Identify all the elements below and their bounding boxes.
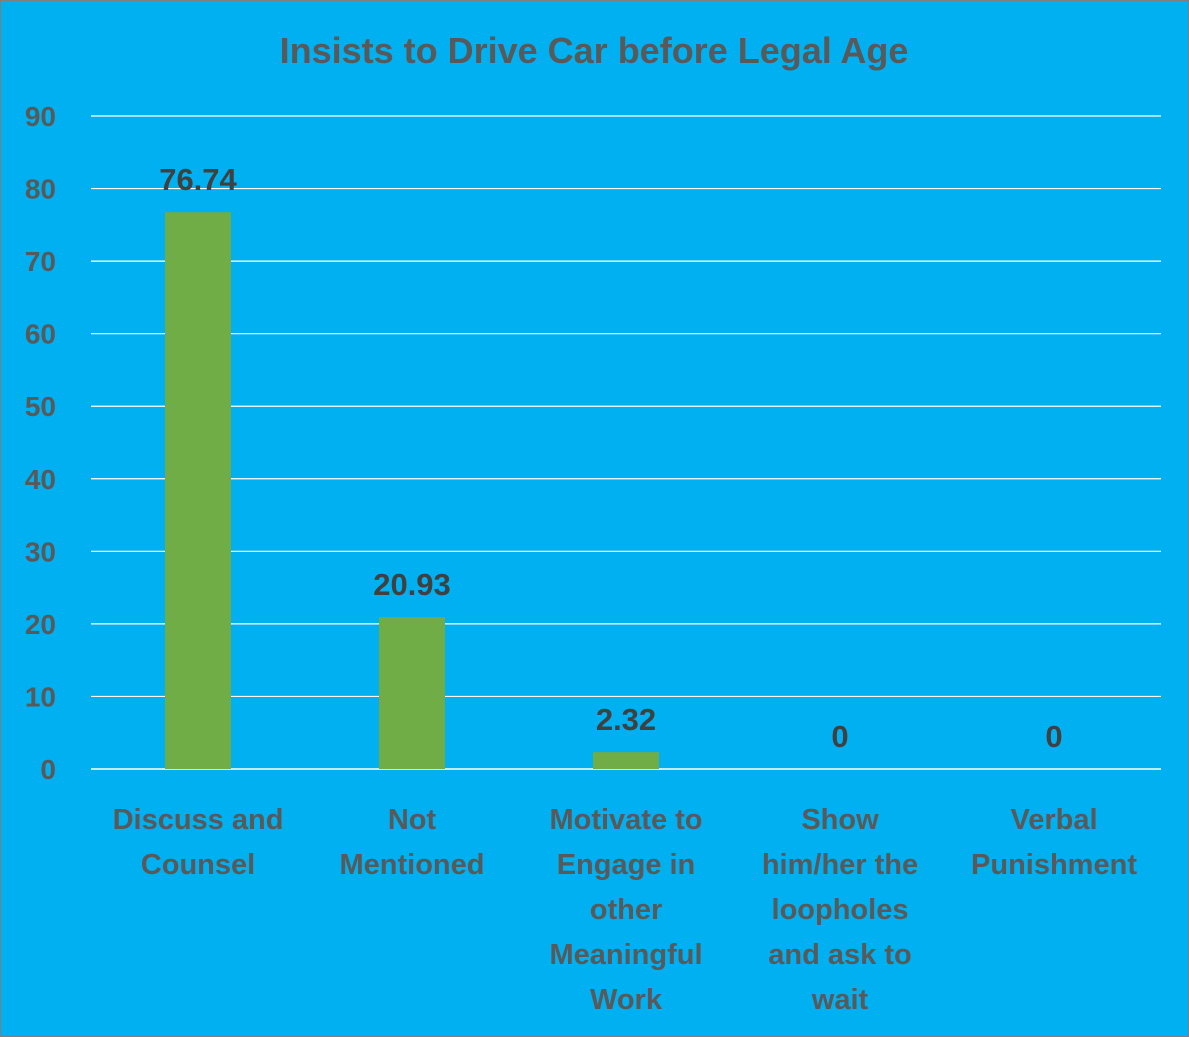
- y-tick-label: 0: [40, 754, 56, 785]
- x-tick-label-line: Verbal: [1010, 804, 1097, 836]
- y-tick-label: 50: [25, 391, 56, 422]
- data-label: 20.93: [373, 567, 451, 602]
- x-tick-label: Show him/her the loopholes and ask to wait: [762, 804, 918, 1016]
- x-tick-label-line: Mentioned: [340, 849, 485, 881]
- chart-title: Insists to Drive Car before Legal Age: [280, 30, 909, 71]
- x-tick-label-line: and ask to: [768, 939, 911, 971]
- y-tick-label: 60: [25, 319, 56, 350]
- y-tick-label: 10: [25, 681, 56, 712]
- data-label: 76.74: [159, 162, 237, 197]
- y-tick-label: 90: [25, 101, 56, 132]
- x-tick-label-line: Engage in: [557, 849, 696, 881]
- grid-layer: 0 10 20 30 40 50 60 70 80 90: [25, 101, 1161, 785]
- x-tick-label-line: other: [590, 894, 663, 926]
- x-tick-label-line: Counsel: [141, 849, 255, 881]
- x-tick-label-line: Not: [388, 804, 437, 836]
- x-tick-label: Verbal Punishment: [971, 804, 1137, 881]
- y-tick-label: 30: [25, 536, 56, 567]
- data-label: 0: [1045, 719, 1062, 754]
- y-tick-label: 80: [25, 174, 56, 205]
- bar: [593, 752, 659, 769]
- x-tick-label: Discuss and Counsel: [113, 804, 284, 881]
- x-tick-label-line: Work: [590, 984, 663, 1016]
- data-label: 0: [831, 719, 848, 754]
- bar-layer: [165, 212, 659, 769]
- y-tick-label: 20: [25, 609, 56, 640]
- x-tick-label-line: wait: [811, 984, 869, 1016]
- x-axis-labels: Discuss and Counsel Not Mentioned Motivate t…: [113, 804, 1138, 1016]
- x-tick-label-line: Motivate to: [549, 804, 702, 836]
- data-label: 2.32: [596, 702, 656, 737]
- bar: [379, 617, 445, 769]
- bar: [165, 212, 231, 769]
- x-tick-label-line: Discuss and: [113, 804, 284, 836]
- x-tick-label: Motivate to Engage in other Meaningful Work: [549, 804, 702, 1016]
- x-tick-label-line: loopholes: [772, 894, 909, 926]
- x-tick-label-line: him/her the: [762, 849, 918, 881]
- y-tick-label: 40: [25, 464, 56, 495]
- y-tick-label: 70: [25, 246, 56, 277]
- x-tick-label-line: Punishment: [971, 849, 1137, 881]
- data-label-layer: 76.74 20.93 2.32 0 0: [159, 162, 1062, 754]
- x-tick-label-line: Meaningful: [549, 939, 702, 971]
- x-tick-label: Not Mentioned: [340, 804, 485, 881]
- x-tick-label-line: Show: [801, 804, 879, 836]
